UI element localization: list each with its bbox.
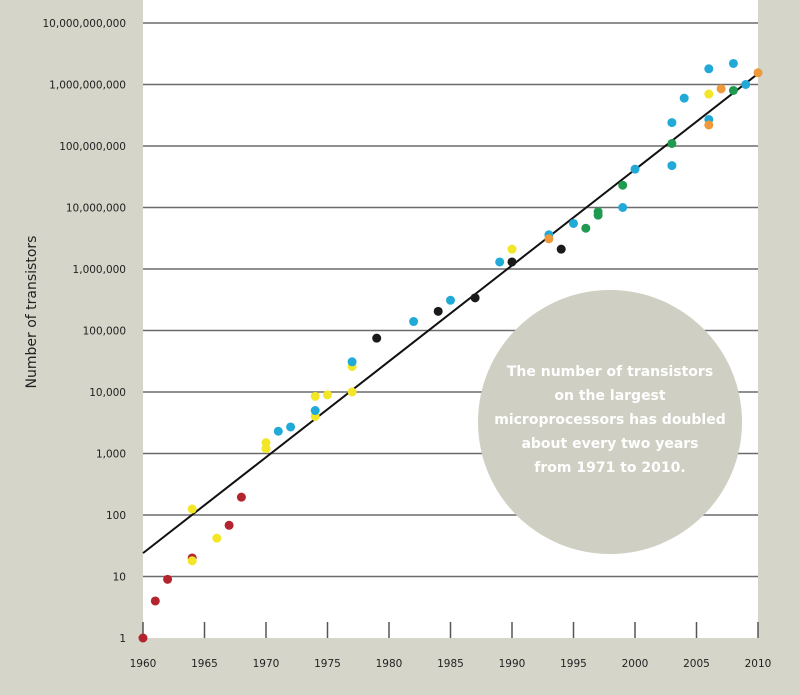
data-point-blue [630,164,640,174]
callout-text-line: microprocessors has doubled [494,412,726,428]
data-point-yellow [507,244,517,254]
data-point-blue [667,118,677,128]
x-tick-label: 1965 [191,658,218,670]
data-point-blue [728,58,738,68]
data-point-orange [704,120,714,130]
y-tick-label: 10,000,000,000 [43,18,127,30]
data-point-yellow [704,89,714,99]
data-point-yellow [187,504,197,514]
trend-line [142,72,759,554]
data-point-red [224,520,234,530]
callout-text-line: about every two years [521,436,698,452]
data-point-black [470,293,480,303]
x-tick-label: 2005 [683,658,710,670]
callout-text-line: from 1971 to 2010. [534,460,685,476]
y-tick-label: 100,000 [83,326,126,338]
data-point-yellow [212,533,222,543]
data-point-blue [446,295,455,305]
callout-text-line: on the largest [554,388,665,404]
x-tick-label: 1970 [253,658,280,670]
y-tick-label: 1 [119,633,126,645]
data-point-green [667,138,677,148]
data-point-blue [409,317,419,327]
x-tick-label: 2010 [745,658,772,670]
data-point-yellow [323,390,332,400]
y-tick-label: 100,000,000 [59,141,126,153]
data-point-red [236,492,246,502]
data-point-blue [618,203,628,212]
x-tick-label: 1975 [314,658,341,670]
data-point-yellow [310,391,320,401]
data-point-blue [347,357,357,367]
data-point-red [163,574,173,584]
data-point-orange [716,84,726,94]
data-point-blue [704,64,714,74]
y-tick-label: 100 [106,510,126,522]
data-point-yellow [261,444,271,454]
data-point-yellow [347,387,357,397]
data-point-green [593,210,603,220]
y-tick-label: 1,000 [96,449,126,461]
data-point-blue [495,257,505,267]
x-tick-label: 1960 [130,658,157,670]
data-point-blue [273,426,283,436]
data-point-blue [569,218,578,228]
x-tick-label: 2000 [622,658,649,670]
y-tick-label: 1,000,000,000 [49,80,126,92]
data-point-blue [741,80,751,89]
data-point-black [372,333,382,343]
data-point-red [150,596,160,606]
x-tick-label: 1995 [560,658,587,670]
data-point-black [433,306,443,316]
y-tick-label: 10 [113,572,126,584]
data-point-black [556,244,566,254]
data-point-blue [310,406,320,416]
y-tick-label: 10,000,000 [66,203,126,215]
y-tick-label: 1,000,000 [73,264,126,276]
data-point-green [581,223,591,233]
data-point-black [507,257,517,267]
x-tick-label: 1990 [499,658,526,670]
callout-text-line: The number of transistors [507,364,713,380]
data-point-yellow [187,556,197,566]
data-point-orange [753,68,763,78]
data-point-blue [679,93,689,103]
y-axis-title: Number of transistors [24,236,40,389]
data-point-orange [544,234,554,244]
x-tick-label: 1980 [376,658,403,670]
data-point-green [618,180,628,190]
data-point-green [728,85,738,95]
y-tick-label: 10,000 [89,387,126,399]
data-point-red [138,633,148,643]
data-point-blue [286,422,296,432]
callout-circle [478,290,742,554]
x-tick-label: 1985 [437,658,464,670]
data-point-blue [667,161,677,171]
